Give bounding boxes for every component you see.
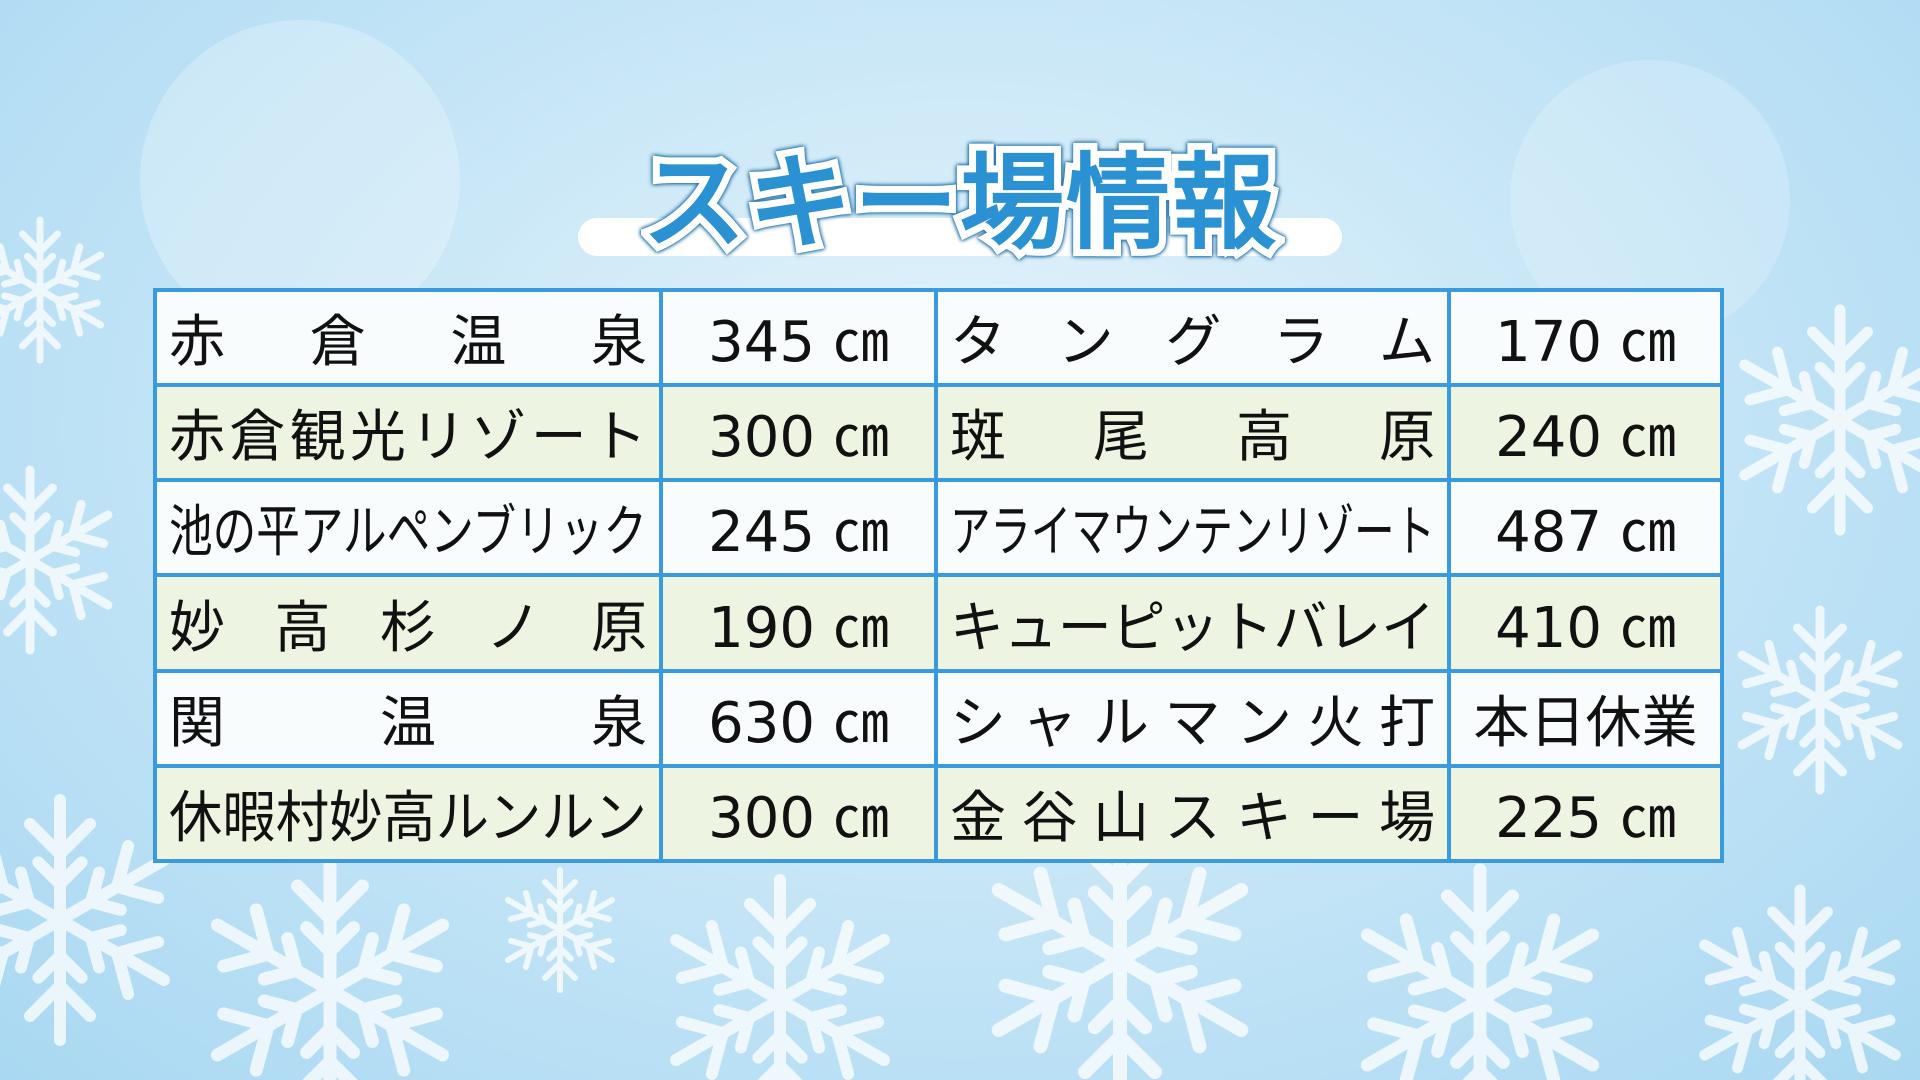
- snow-depth: 本日休業: [1447, 668, 1724, 768]
- ski-area: 赤倉観光リゾート: [153, 383, 663, 483]
- cell-text: 関温泉: [169, 690, 647, 756]
- snow-depth: 345 ㎝: [659, 287, 938, 388]
- snow-depth: 170 ㎝: [1447, 287, 1724, 388]
- snow-depth: 240 ㎝: [1447, 383, 1724, 483]
- title-underline: [578, 218, 1342, 256]
- snow-depth: 487 ㎝: [1447, 478, 1724, 578]
- ski-area: アライマウンテンリゾート: [934, 478, 1451, 578]
- snow-depth: 225 ㎝: [1447, 763, 1724, 864]
- cell-text: キューピットバレイ: [950, 595, 1435, 661]
- ski-area: 斑尾高原: [934, 383, 1451, 483]
- ski-area: 赤倉温泉: [153, 287, 663, 388]
- snow-depth: 630 ㎝: [659, 668, 938, 768]
- cell-text: 245 ㎝: [708, 500, 889, 566]
- cell-text: タングラム: [950, 310, 1435, 376]
- cell-text: 休暇村妙高ルンルン: [169, 785, 647, 851]
- cell-text: 225 ㎝: [1495, 785, 1676, 851]
- cell-text: 本日休業: [1473, 690, 1698, 756]
- snow-depth: 300 ㎝: [659, 763, 938, 864]
- cell-text: 赤倉温泉: [169, 310, 647, 376]
- cell-text: 190 ㎝: [708, 595, 889, 661]
- cell-text: 345 ㎝: [708, 310, 889, 376]
- cell-text: シャルマン火打: [950, 690, 1435, 756]
- snow-depth: 410 ㎝: [1447, 573, 1724, 673]
- ski-area: 金谷山スキー場: [934, 763, 1451, 864]
- cell-text: 斑尾高原: [950, 405, 1435, 471]
- cell-text: 170 ㎝: [1495, 310, 1676, 376]
- cell-text: 妙高杉ノ原: [169, 595, 647, 661]
- snow-depth: 245 ㎝: [659, 478, 938, 578]
- cell-text: 池の平アルペンブリック: [169, 500, 647, 566]
- ski-area: 関温泉: [153, 668, 663, 768]
- ski-area: 妙高杉ノ原: [153, 573, 663, 673]
- cell-text: 金谷山スキー場: [950, 785, 1435, 851]
- title: スキー場情報: [635, 135, 1283, 271]
- snow-depth: 190 ㎝: [659, 573, 938, 673]
- cell-text: 410 ㎝: [1495, 595, 1676, 661]
- cell-text: 630 ㎝: [708, 690, 889, 756]
- ski-area: キューピットバレイ: [934, 573, 1451, 673]
- cell-text: 300 ㎝: [708, 405, 889, 471]
- ski-area: シャルマン火打: [934, 668, 1451, 768]
- ski-area: 休暇村妙高ルンルン: [153, 763, 663, 864]
- cell-text: 487 ㎝: [1495, 500, 1676, 566]
- snow-depth: 300 ㎝: [659, 383, 938, 483]
- ski-area: 池の平アルペンブリック: [153, 478, 663, 578]
- ski-area: タングラム: [934, 287, 1451, 388]
- cell-text: アライマウンテンリゾート: [950, 500, 1435, 566]
- cell-text: 赤倉観光リゾート: [169, 405, 647, 471]
- cell-text: 300 ㎝: [708, 785, 889, 851]
- cell-text: 240 ㎝: [1495, 405, 1676, 471]
